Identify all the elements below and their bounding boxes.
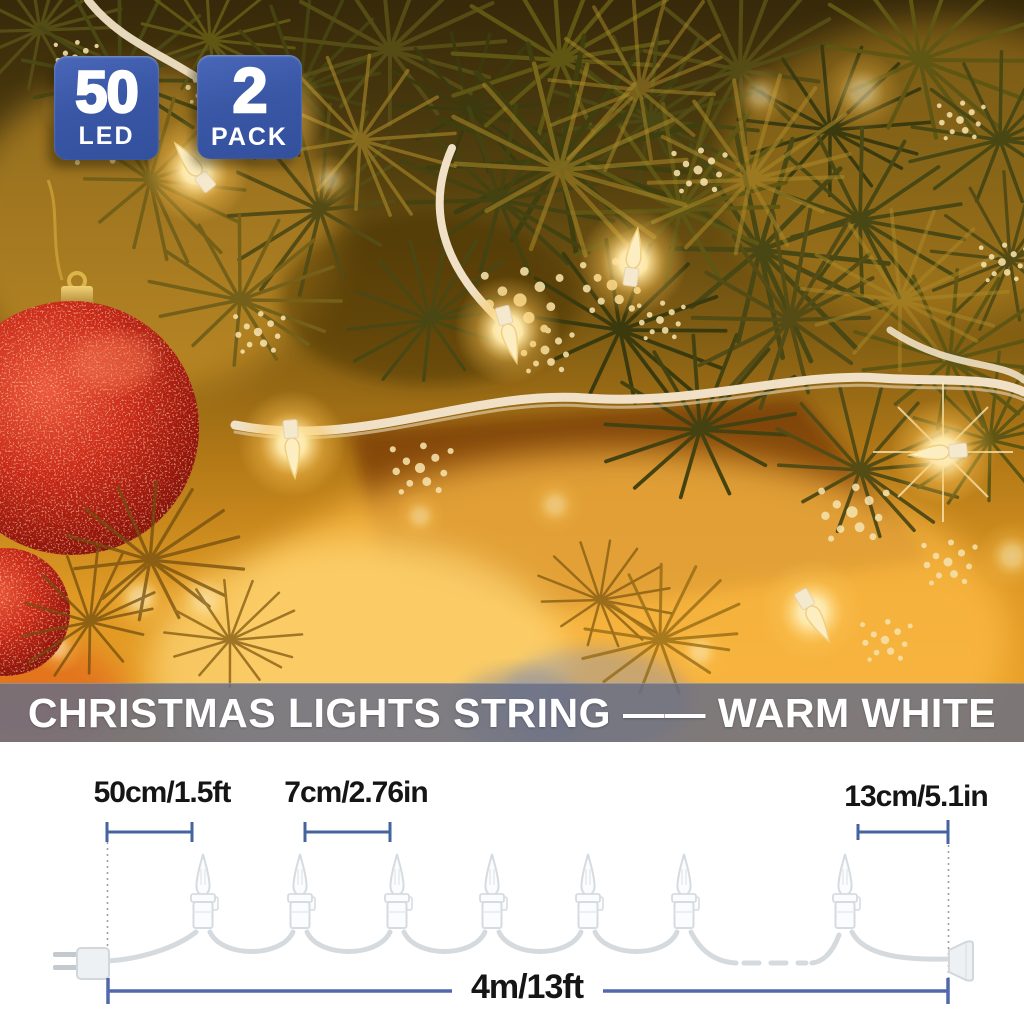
dimension-diagram: 50cm/1.5ft 7cm/2.76in 13cm/5.1in 4m/13ft — [0, 742, 1024, 1024]
string-wire — [105, 929, 951, 966]
diagram-bulb — [671, 853, 700, 929]
diagram-bulb — [287, 853, 316, 929]
lead-distance-label: 50cm/1.5ft — [93, 776, 232, 809]
badge-led-count: 50 LED — [54, 56, 159, 160]
title-banner-text: CHRISTMAS LIGHTS STRING —— WARM WHITE — [27, 690, 997, 736]
end-distance-label: 13cm/5.1in — [844, 780, 988, 813]
badge-pack-label: PACK — [211, 122, 288, 151]
bulb-spacing-label: 7cm/2.76in — [284, 776, 428, 809]
christmas-lights-photo: 50 LED 2 PACK CHRISTMAS LIGHTS STRING ——… — [0, 0, 1024, 742]
diagram-bulbs — [190, 853, 861, 929]
diagram-bulb — [575, 853, 604, 929]
power-plug — [53, 947, 110, 980]
diagram-bulb — [190, 853, 219, 929]
bracket-bulb-spacing — [303, 822, 392, 842]
red-ornament-partial — [0, 548, 70, 676]
diagram-bulb — [832, 853, 861, 929]
diagram-bulb — [479, 853, 508, 929]
badge-pack-count: 2 PACK — [197, 55, 302, 159]
badge-led-label: LED — [78, 121, 135, 150]
measurement-brackets — [105, 820, 950, 844]
red-ornament — [0, 179, 199, 555]
badge-led-value: 50 — [74, 60, 140, 126]
title-banner: CHRISTMAS LIGHTS STRING —— WARM WHITE — [0, 683, 1024, 742]
bracket-lead-distance — [105, 822, 194, 842]
end-connector — [948, 940, 974, 982]
bracket-end-distance — [856, 820, 950, 844]
badge-pack-value: 2 — [231, 56, 269, 127]
total-length-label: 4m/13ft — [470, 968, 584, 1006]
total-length-line — [106, 978, 950, 1004]
diagram-bulb — [384, 853, 413, 929]
lit-bulb-starburst — [873, 382, 1013, 522]
diagram-drawing — [53, 820, 974, 1004]
warm-cast-overlay — [0, 0, 1024, 742]
